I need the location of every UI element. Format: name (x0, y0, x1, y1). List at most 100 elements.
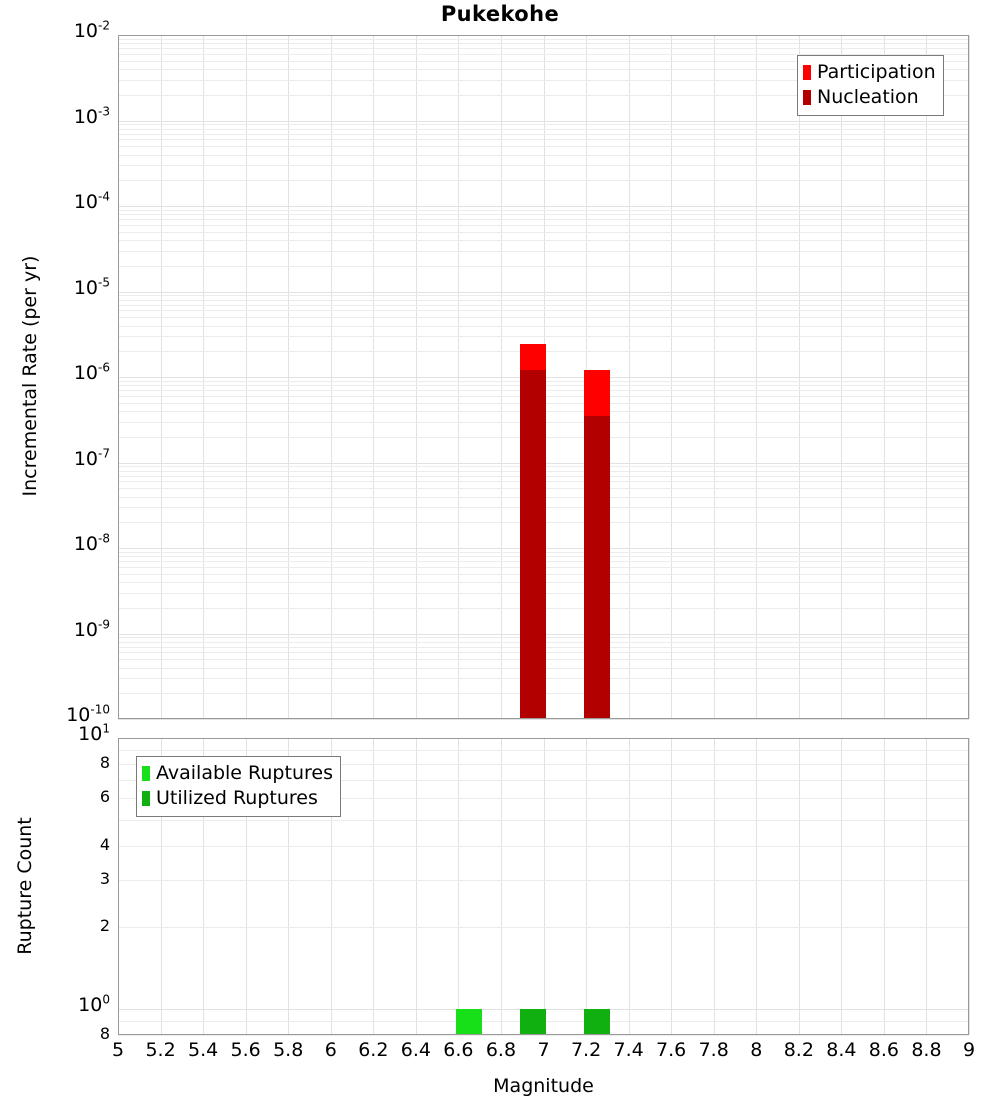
gridline-vertical (373, 738, 375, 1035)
x-tick-label: 6.4 (400, 1039, 431, 1061)
gridline-horizontal (118, 265, 969, 267)
legend-item: Nucleation (803, 85, 936, 110)
gridline-vertical (969, 35, 970, 719)
gridline-horizontal (118, 146, 969, 148)
y-tick-label: 10-9 (73, 617, 110, 641)
gridline-horizontal (118, 304, 969, 306)
gridline-vertical (841, 738, 843, 1035)
y-tick-label: 2 (99, 916, 110, 936)
gridline-horizontal (118, 250, 969, 252)
gridline-vertical (203, 738, 205, 1035)
legend-swatch-icon (803, 65, 811, 80)
gridline-horizontal (118, 764, 969, 766)
gridline-horizontal (118, 133, 969, 135)
legend-item: Utilized Ruptures (142, 786, 333, 811)
x-tick-label: 5 (111, 1039, 125, 1061)
y-tick-label: 6 (99, 787, 110, 807)
gridline-horizontal (118, 291, 969, 293)
gridline-horizontal (118, 79, 969, 81)
gridline-horizontal (118, 139, 969, 141)
available-ruptures-bar (456, 1008, 483, 1035)
gridline-horizontal (118, 53, 969, 55)
gridline-vertical (586, 738, 588, 1035)
gridline-vertical (458, 738, 460, 1035)
gridline-horizontal (118, 214, 969, 216)
gridline-horizontal (118, 219, 969, 221)
y-tick-label: 100 (78, 992, 110, 1016)
gridline-vertical (883, 738, 885, 1035)
gridline-horizontal (118, 295, 969, 297)
y-tick-label: 10-6 (73, 360, 110, 384)
x-tick-label: 6 (324, 1039, 337, 1061)
y-tick-label: 10-3 (73, 104, 110, 128)
gridline-vertical (926, 738, 928, 1035)
gridline-horizontal (118, 60, 969, 62)
top-panel-y-axis-label: Incremental Rate (per yr) (19, 255, 41, 497)
x-tick-label: 7 (537, 1039, 550, 1061)
x-axis-label: Magnitude (493, 1075, 594, 1097)
legend-swatch-icon (803, 90, 811, 105)
legend-label: Participation (817, 61, 936, 83)
x-tick-label: 7.6 (656, 1039, 687, 1061)
y-tick-label: 10-4 (73, 189, 110, 213)
gridline-horizontal (118, 1035, 969, 1036)
x-tick-label: 7.2 (570, 1039, 602, 1061)
gridline-vertical (118, 738, 119, 1035)
utilized-ruptures-bar (519, 1008, 546, 1035)
gridline-horizontal (118, 750, 969, 752)
y-tick-label: 101 (78, 721, 110, 745)
gridline-horizontal (118, 336, 969, 338)
legend-label: Nucleation (817, 86, 919, 108)
gridline-horizontal (118, 719, 969, 720)
legend-label: Available Ruptures (156, 762, 333, 784)
gridline-vertical (713, 738, 715, 1035)
y-tick-label: 10-2 (73, 18, 110, 42)
gridline-horizontal (118, 38, 969, 40)
gridline-vertical (628, 738, 630, 1035)
y-tick-label: 10-5 (73, 275, 110, 299)
incremental-rate-panel (118, 35, 970, 720)
gridline-horizontal (118, 206, 969, 207)
gridline-horizontal (118, 224, 969, 226)
y-tick-label: 3 (99, 868, 110, 888)
gridline-horizontal (118, 310, 969, 312)
top-panel-legend: Participation Nucleation (797, 55, 944, 116)
gridline-horizontal (118, 927, 969, 929)
gridline-horizontal (118, 317, 969, 319)
gridline-vertical (330, 738, 332, 1035)
legend-swatch-icon (142, 766, 150, 781)
gridline-horizontal (118, 69, 969, 71)
page-title: Pukekohe (440, 2, 560, 26)
y-tick-label: 8 (99, 753, 110, 773)
gridline-horizontal (118, 120, 969, 122)
x-tick-label: 8 (750, 1039, 763, 1061)
gridline-horizontal (118, 819, 969, 821)
gridline-horizontal (118, 779, 969, 781)
x-tick-label: 8.2 (783, 1039, 814, 1061)
gridline-horizontal (118, 738, 969, 739)
gridline-vertical (245, 738, 247, 1035)
x-tick-label: 5.2 (145, 1039, 176, 1061)
gridline-horizontal (118, 845, 969, 847)
y-tick-label: 10-8 (73, 531, 110, 555)
x-tick-label: 5.4 (187, 1039, 219, 1061)
gridline-horizontal (118, 231, 969, 233)
gridline-horizontal (118, 124, 969, 126)
gridline-vertical (543, 738, 545, 1035)
gridline-vertical (756, 738, 758, 1035)
legend-item: Participation (803, 60, 936, 85)
gridline-horizontal (118, 798, 969, 800)
bottom-panel-y-axis-label: Rupture Count (14, 816, 36, 955)
nucleation-bar (583, 415, 610, 719)
gridline-horizontal (118, 48, 969, 50)
gridline-horizontal (118, 325, 969, 327)
gridline-horizontal (118, 43, 969, 45)
x-tick-label: 6.2 (358, 1039, 389, 1061)
gridline-horizontal (118, 35, 969, 36)
gridline-horizontal (118, 299, 969, 301)
gridline-vertical (160, 738, 162, 1035)
gridline-vertical (415, 738, 417, 1035)
x-tick-label: 6.6 (443, 1039, 474, 1061)
gridline-horizontal (118, 180, 969, 182)
